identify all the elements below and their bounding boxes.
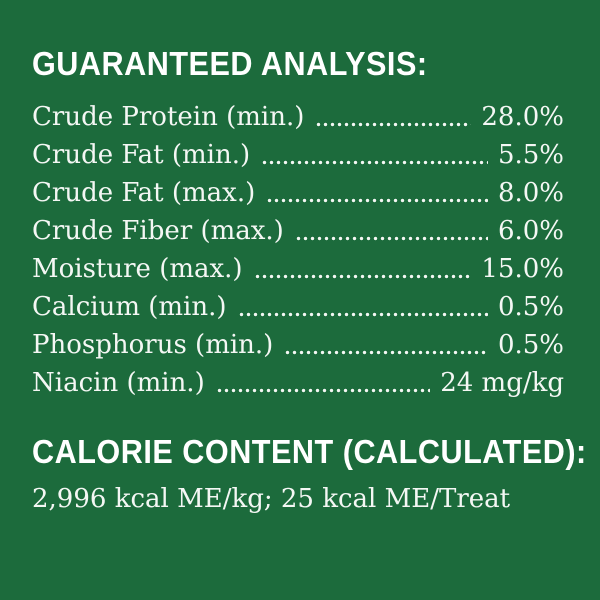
analysis-row: Calcium (min.) 0.5% [32,288,564,326]
dot-leader [316,122,472,127]
dot-leader [254,274,472,279]
nutrient-value: 28.0% [481,102,564,132]
nutrient-label: Crude Fiber (max.) [32,216,284,246]
nutrient-label: Phosphorus (min.) [32,330,274,360]
nutrient-value: 8.0% [497,178,564,208]
nutrient-label: Niacin (min.) [32,368,205,398]
analysis-row: Crude Fat (max.) 8.0% [32,174,564,212]
analysis-row: Crude Fiber (max.) 6.0% [32,212,564,250]
nutrient-label: Calcium (min.) [32,292,227,322]
analysis-row: Moisture (max.) 15.0% [32,250,564,288]
nutrient-value: 15.0% [481,254,564,284]
calorie-content-value: 2,996 kcal ME/kg; 25 kcal ME/Treat [32,484,511,514]
nutrient-value: 6.0% [497,216,564,246]
nutrient-value: 0.5% [497,330,564,360]
nutrient-label: Crude Fat (max.) [32,178,256,208]
dot-leader [238,312,488,317]
nutrient-value: 0.5% [497,292,564,322]
analysis-row: Crude Protein (min.) 28.0% [32,98,564,136]
nutrient-label: Crude Protein (min.) [32,102,305,132]
nutrient-label: Crude Fat (min.) [32,140,251,170]
dot-leader [267,198,488,203]
dot-leader [285,350,488,355]
nutrient-value: 24 mg/kg [440,368,564,398]
analysis-row: Niacin (min.) 24 mg/kg [32,364,564,402]
analysis-row: Crude Fat (min.) 5.5% [32,136,564,174]
calorie-content-title: CALORIE CONTENT (CALCULATED): [32,433,587,471]
dot-leader [295,236,488,241]
nutrient-label: Moisture (max.) [32,254,243,284]
guaranteed-analysis-table: Crude Protein (min.) 28.0% Crude Fat (mi… [32,98,564,402]
dot-leader [216,388,431,393]
nutrient-value: 5.5% [497,140,564,170]
guaranteed-analysis-title: GUARANTEED ANALYSIS: [32,45,428,83]
dot-leader [262,160,488,165]
analysis-row: Phosphorus (min.) 0.5% [32,326,564,364]
